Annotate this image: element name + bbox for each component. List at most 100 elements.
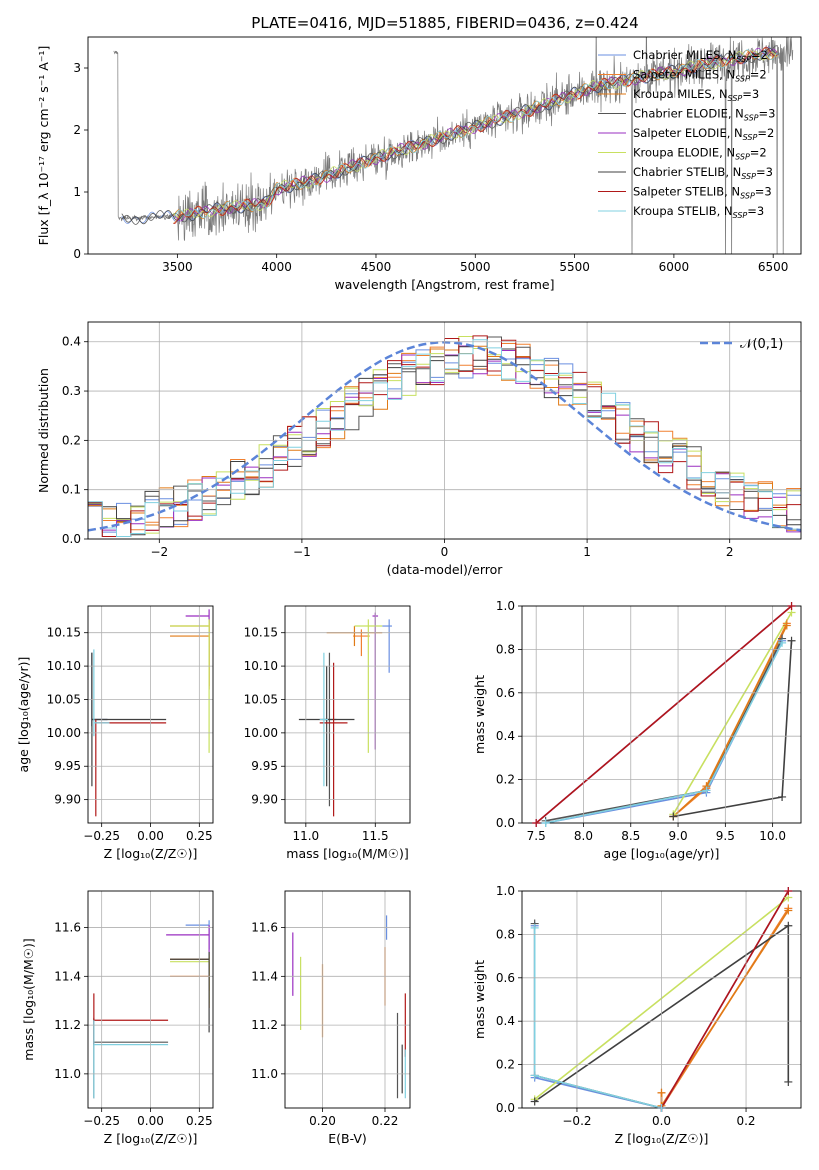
data-point [170,951,210,1033]
x-axis-label: wavelength [Angstrom, rest frame] [334,277,554,292]
x-tick-label: −1 [293,545,311,559]
legend-entry: Kroupa STELIB, NSSP=3 [633,204,764,220]
y-tick-label: 1 [73,185,81,199]
weight-vs-metallicity-panel: −0.2 0.0 0.2 0.0 0.2 0.4 0.6 0.8 1.0 Z [log₁₀(Z/Z… [472,884,802,1146]
weight-point-marker [787,602,796,610]
x-tick-label: 0.00 [137,829,164,843]
y-axis-label: mass [log₁₀(M/M☉)] [21,938,36,1060]
y-axis-label: mass weight [472,675,487,754]
weight-point-marker [530,1071,539,1080]
legend-entry: Salpeter MILES, NSSP=2 [633,68,767,84]
y-tick-label: 10.15 [47,626,81,640]
weight-point-marker [530,1097,539,1106]
y-tick-label: 0.3 [62,384,81,398]
y-tick-label: 9.90 [251,793,278,807]
weight-point-marker [530,923,539,932]
age-vs-mass-panel: 11.0 11.5 9.90 9.95 10.00 10.05 10.10 10.15 mass… [244,605,411,861]
y-tick-label: 11.6 [251,921,278,935]
y-tick-label: 0.6 [496,686,515,700]
data-point [170,619,210,753]
x-axis-label: age [log₁₀(age/yr)] [604,846,720,861]
y-axis-label: Flux [f_λ 10⁻¹⁷ erg cm⁻² s⁻¹ A⁻¹] [36,46,51,246]
x-tick-label: −0.2 [562,1114,591,1128]
legend-entry: Chabrier MILES, NSSP=2 [633,48,768,64]
y-tick-label: 11.4 [54,969,81,983]
x-tick-label: 8.0 [574,829,593,843]
data-point [353,629,370,657]
weight-series-line [660,891,789,1108]
y-tick-label: 11.0 [251,1067,278,1081]
y-tick-label: 10.05 [244,692,278,706]
x-tick-label: −2 [150,545,168,559]
x-tick-label: −0.25 [83,1114,120,1128]
weight-point-marker [541,819,550,827]
figure-title: PLATE=0416, MJD=51885, FIBERID=0436, z=0… [251,14,638,32]
y-axis-label: Normed distribution [36,368,51,493]
y-tick-label: 10.00 [47,726,81,740]
y-tick-label: 3 [73,61,81,75]
x-tick-label: 0.25 [186,1114,213,1128]
y-tick-label: 0.8 [496,927,515,941]
weight-vs-age-panel: 7.5 8.0 8.5 9.0 9.5 10.0 0.0 0.2 0.4 0.6 0.8 1.0 age… [472,599,802,861]
data-point [382,619,392,673]
y-axis-label: mass weight [472,960,487,1039]
y-tick-label: 10.00 [244,726,278,740]
x-tick-label: 0 [441,545,449,559]
y-tick-label: 10.10 [244,659,278,673]
age-vs-metallicity-panel: −0.25 0.00 0.25 9.90 9.95 10.00 10.05 10.10 10.1… [16,605,214,861]
y-tick-label: 1.0 [496,599,515,613]
legend-entry: Kroupa MILES, NSSP=3 [633,87,759,103]
x-tick-label: 6000 [659,260,690,274]
data-point [91,652,167,787]
y-tick-label: 10.05 [47,692,81,706]
mass-vs-extinction-panel: 0.20 0.22 11.0 11.2 11.4 11.6 E(B-V) [251,890,411,1146]
x-axis-label: mass [log₁₀(M/M☉)] [286,846,408,861]
residuals-panel: −2 −1 0 1 2 0.0 0.1 0.2 0.3 0.4 (data-model)/error… [36,321,802,577]
plot-area [93,920,210,1099]
y-tick-label: 0.1 [62,483,81,497]
y-tick-label: 0 [73,247,81,261]
spectrum-panel: 3500 4000 4500 5000 5500 6000 6500 0 1 2 3 waveleng… [36,36,802,292]
y-tick-label: 9.95 [251,759,278,773]
model-spectrum-line [121,45,778,225]
x-tick-label: 10.0 [759,829,786,843]
legend-entry: Chabrier STELIB, NSSP=3 [633,165,773,181]
y-tick-label: 2 [73,123,81,137]
y-tick-label: 11.4 [251,969,278,983]
x-tick-label: −0.25 [83,829,120,843]
axes-frame [87,36,802,255]
x-axis-label: (data-model)/error [387,562,504,577]
y-tick-label: 0.4 [62,335,81,349]
model-spectrum-line [173,49,778,219]
x-tick-label: 1 [583,545,591,559]
x-axis-label: E(B-V) [328,1131,367,1146]
plot-area [91,609,210,817]
x-tick-label: 11.5 [362,829,389,843]
axes-frame [521,605,802,824]
x-axis-label: Z [log₁₀(Z/Z☉)] [104,846,198,861]
axes-frame [87,890,214,1109]
weight-point-marker [778,638,787,647]
y-tick-label: 10.15 [244,626,278,640]
weight-point-marker [784,921,793,930]
x-tick-label: 11.0 [292,829,319,843]
axes-frame [87,605,214,824]
x-tick-label: 2 [726,545,734,559]
y-tick-label: 11.2 [251,1018,278,1032]
y-tick-label: 9.95 [54,759,81,773]
x-tick-label: 0.22 [372,1114,399,1128]
x-tick-label: 6500 [758,260,789,274]
weight-point-marker [657,1104,666,1112]
axes-frame [284,605,411,824]
x-tick-label: 5000 [460,260,491,274]
y-tick-label: 1.0 [496,884,515,898]
data-point [319,652,329,787]
y-tick-label: 0.6 [496,971,515,985]
data-point [93,1020,169,1099]
y-tick-label: 11.6 [54,921,81,935]
x-tick-label: 4000 [261,260,292,274]
weight-series-line [535,606,793,823]
legend-entry: Salpeter ELODIE, NSSP=2 [633,126,774,142]
x-tick-label: 0.20 [309,1114,336,1128]
